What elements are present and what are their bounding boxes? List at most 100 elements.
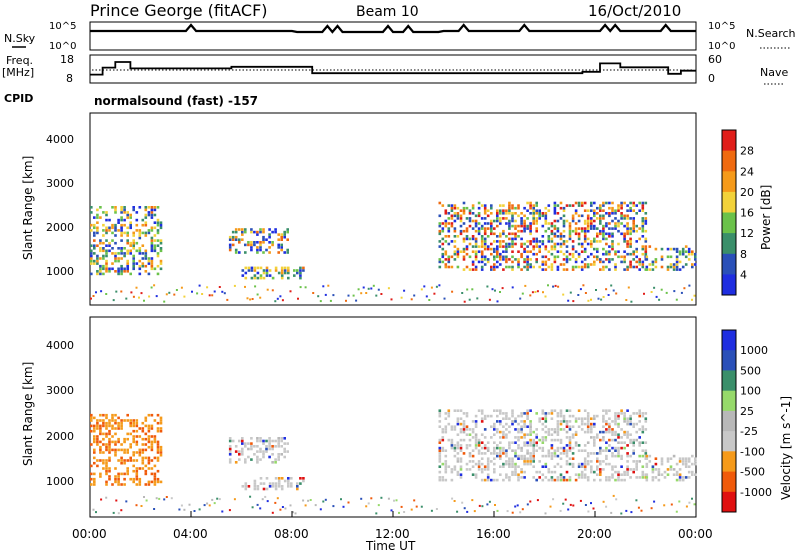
heatmap-cell bbox=[605, 201, 608, 205]
heatmap-cell bbox=[641, 217, 645, 220]
heatmap-cell bbox=[574, 258, 578, 261]
heatmap-cell bbox=[114, 211, 117, 214]
heatmap-cell bbox=[641, 473, 645, 476]
heatmap-cell bbox=[102, 254, 105, 258]
heatmap-cell bbox=[562, 268, 566, 271]
heatmap-cell bbox=[623, 478, 626, 482]
x-axis-ticks: 00:00 04:00 08:00 12:00 16:00 20:00 00:00 bbox=[72, 511, 713, 541]
heatmap-cell bbox=[626, 417, 629, 420]
heatmap-cell bbox=[617, 476, 620, 479]
heatmap-cell bbox=[520, 222, 523, 225]
heatmap-cell bbox=[565, 245, 569, 248]
heatmap-cell bbox=[292, 511, 294, 514]
heatmap-cell bbox=[465, 425, 469, 428]
heatmap-cell bbox=[532, 209, 535, 212]
heatmap-cell bbox=[99, 472, 102, 476]
heatmap-cell bbox=[468, 237, 472, 241]
heatmap-cell bbox=[277, 479, 281, 483]
heatmap-cell bbox=[593, 201, 596, 205]
heatmap-cell bbox=[641, 247, 645, 251]
heatmap-cell bbox=[120, 226, 123, 230]
heatmap-cell bbox=[444, 258, 448, 261]
heatmap-cell bbox=[156, 480, 160, 484]
heatmap-cell bbox=[556, 420, 560, 423]
heatmap-cell bbox=[526, 462, 529, 466]
heatmap-cell bbox=[138, 296, 140, 299]
heatmap-cell bbox=[277, 251, 280, 254]
heatmap-cell bbox=[456, 235, 460, 238]
heatmap-cell bbox=[526, 457, 529, 460]
heatmap-cell bbox=[129, 432, 132, 436]
heatmap-cell bbox=[471, 250, 475, 253]
heatmap-cell bbox=[602, 438, 605, 442]
heatmap-cell bbox=[565, 258, 569, 261]
heatmap-cell bbox=[256, 246, 259, 249]
heatmap-cell bbox=[120, 249, 123, 253]
power-cells bbox=[90, 201, 697, 303]
heatmap-cell bbox=[526, 452, 529, 455]
heatmap-cell bbox=[626, 204, 629, 207]
heatmap-cell bbox=[496, 454, 499, 458]
heatmap-cell bbox=[535, 412, 538, 415]
heatmap-cell bbox=[450, 446, 454, 450]
heatmap-cell bbox=[120, 211, 123, 214]
heatmap-cell bbox=[650, 291, 653, 293]
heatmap-cell bbox=[532, 245, 535, 248]
heatmap-cell bbox=[132, 440, 135, 444]
heatmap-cell bbox=[596, 212, 599, 215]
heatmap-cell bbox=[586, 219, 590, 223]
heatmap-cell bbox=[681, 252, 685, 256]
heatmap-cell bbox=[476, 297, 479, 300]
heatmap-cell bbox=[114, 413, 117, 417]
heatmap-cell bbox=[256, 445, 259, 448]
heatmap-cell bbox=[599, 219, 602, 223]
heatmap-cell bbox=[508, 222, 511, 225]
heatmap-cell bbox=[234, 445, 238, 448]
heatmap-cell bbox=[629, 237, 632, 241]
heatmap-cell bbox=[586, 454, 590, 458]
heatmap-cell bbox=[111, 435, 114, 438]
heatmap-cell bbox=[126, 472, 129, 476]
heatmap-cell bbox=[505, 436, 508, 439]
heatmap-cell bbox=[605, 288, 608, 291]
heatmap-cell bbox=[144, 483, 148, 486]
heatmap-cell bbox=[259, 296, 262, 299]
heatmap-cell bbox=[562, 478, 566, 482]
heatmap-cell bbox=[608, 212, 611, 215]
heatmap-cell bbox=[287, 485, 290, 488]
heatmap-cell bbox=[574, 444, 578, 447]
heatmap-cell bbox=[678, 460, 682, 463]
heatmap-cell bbox=[441, 449, 445, 452]
heatmap-cell bbox=[574, 209, 578, 212]
heatmap-cell bbox=[462, 229, 466, 233]
heatmap-cell bbox=[623, 430, 626, 434]
heatmap-cell bbox=[141, 443, 145, 446]
heatmap-cell bbox=[132, 437, 135, 441]
heatmap-cell bbox=[111, 239, 114, 242]
heatmap-cell bbox=[614, 430, 617, 434]
heatmap-cell bbox=[96, 262, 99, 265]
heatmap-cell bbox=[614, 212, 617, 215]
heatmap-cell bbox=[150, 264, 154, 268]
heatmap-cell bbox=[620, 212, 623, 215]
heatmap-cell bbox=[583, 247, 587, 251]
heatmap-cell bbox=[247, 266, 251, 270]
heatmap-cell bbox=[559, 452, 563, 455]
heatmap-cell bbox=[544, 247, 548, 251]
heatmap-cell bbox=[658, 298, 661, 301]
heatmap-cell bbox=[135, 249, 139, 253]
heatmap-cell bbox=[462, 212, 466, 215]
heatmap-cell bbox=[462, 258, 466, 261]
heatmap-cell bbox=[244, 461, 247, 464]
heatmap-cell bbox=[684, 465, 688, 468]
heatmap-cell bbox=[614, 433, 617, 436]
heatmap-cell bbox=[490, 222, 493, 225]
heatmap-cell bbox=[266, 288, 269, 291]
heatmap-cell bbox=[380, 293, 383, 295]
heatmap-cell bbox=[675, 510, 678, 513]
heatmap-cell bbox=[517, 229, 520, 233]
heatmap-cell bbox=[514, 505, 517, 508]
heatmap-cell bbox=[553, 227, 557, 230]
heatmap-cell bbox=[274, 482, 278, 485]
heatmap-cell bbox=[463, 507, 466, 510]
